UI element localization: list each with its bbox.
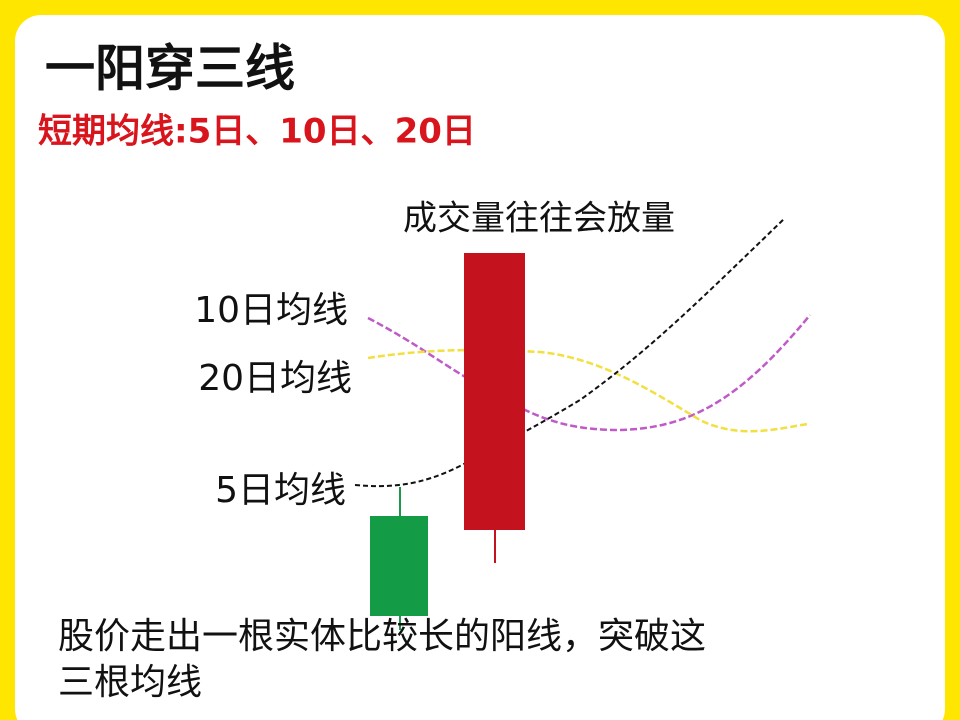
caption-line: 三根均线 bbox=[58, 662, 202, 703]
annotation: 成交量往往会放量 bbox=[403, 199, 675, 239]
ma10-label: 10日均线 bbox=[194, 290, 348, 331]
ma20-line bbox=[367, 348, 809, 433]
green-candle bbox=[370, 516, 428, 616]
subtitle: 短期均线:5日、10日、20日 bbox=[38, 112, 476, 152]
red-candle bbox=[464, 253, 525, 530]
ma20-label: 20日均线 bbox=[198, 358, 352, 399]
caption-line: 股价走出一根实体比较长的阳线，突破这 bbox=[58, 616, 706, 657]
ma10-line bbox=[367, 314, 811, 432]
title: 一阳穿三线 bbox=[45, 40, 295, 98]
ma5-label: 5日均线 bbox=[215, 470, 346, 511]
